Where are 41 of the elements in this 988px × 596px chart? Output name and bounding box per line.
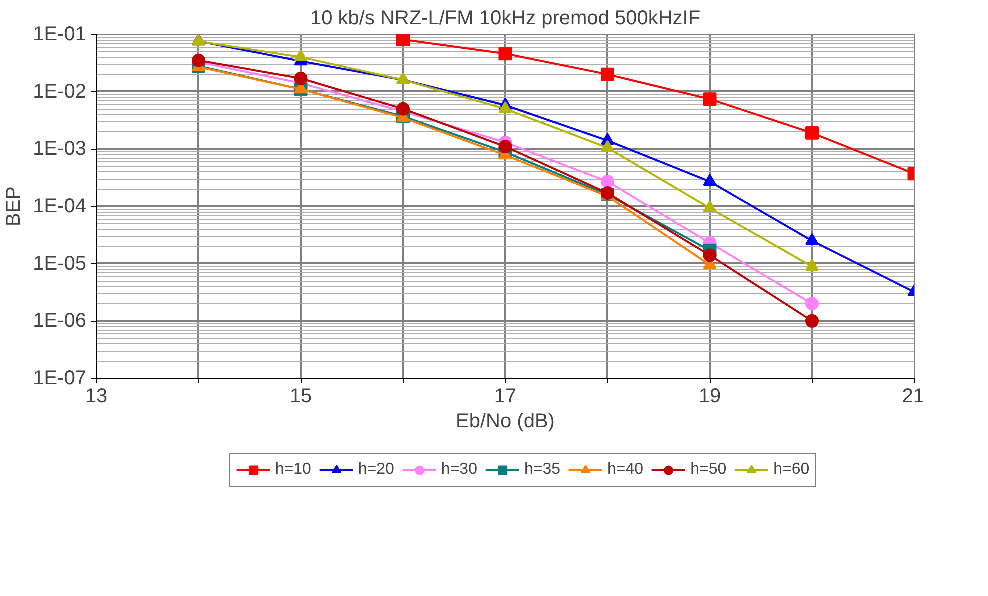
x-tick-label: 21	[902, 386, 925, 408]
legend-label: h=20	[358, 461, 394, 479]
x-tick-label: 17	[494, 386, 517, 408]
legend-label: h=10	[275, 461, 312, 479]
legend-label: h=35	[524, 461, 561, 479]
legend-label: h=30	[441, 461, 478, 479]
y-tick-label: 1E-01	[33, 24, 87, 46]
y-axis-title: BEP	[3, 186, 26, 227]
y-tick-label: 1E-04	[33, 196, 87, 218]
point	[703, 92, 717, 106]
point	[294, 50, 308, 62]
point	[806, 314, 819, 328]
point	[498, 101, 512, 114]
point	[601, 68, 614, 82]
point	[806, 297, 819, 311]
point	[703, 200, 717, 213]
point	[498, 47, 512, 61]
point	[498, 140, 512, 154]
x-tick-label: 19	[698, 386, 722, 408]
y-tick-label: 1E-03	[33, 138, 87, 160]
chart-title: 10 kb/s NRZ-L/FM 10kHz premod 500kHzIF	[310, 8, 701, 30]
point	[806, 259, 819, 271]
legend-label: h=60	[774, 461, 810, 479]
point	[294, 72, 308, 86]
point	[396, 34, 410, 46]
point	[703, 248, 717, 262]
y-tick-label: 1E-06	[33, 310, 87, 332]
point	[806, 126, 819, 140]
x-axis-title: Eb/No (dB)	[456, 410, 555, 432]
point	[601, 175, 614, 189]
point	[806, 233, 819, 246]
y-tick-label: 1E-07	[33, 368, 87, 390]
point	[601, 140, 614, 152]
legend-label: h=40	[608, 461, 644, 479]
legend-label: h=50	[690, 461, 727, 479]
y-tick-label: 1E-05	[33, 252, 87, 275]
y-tick-label: 1E-02	[33, 80, 87, 103]
x-tick-label: 15	[290, 386, 312, 408]
point	[703, 174, 717, 186]
x-tick-label: 13	[85, 386, 108, 408]
point	[396, 102, 410, 116]
